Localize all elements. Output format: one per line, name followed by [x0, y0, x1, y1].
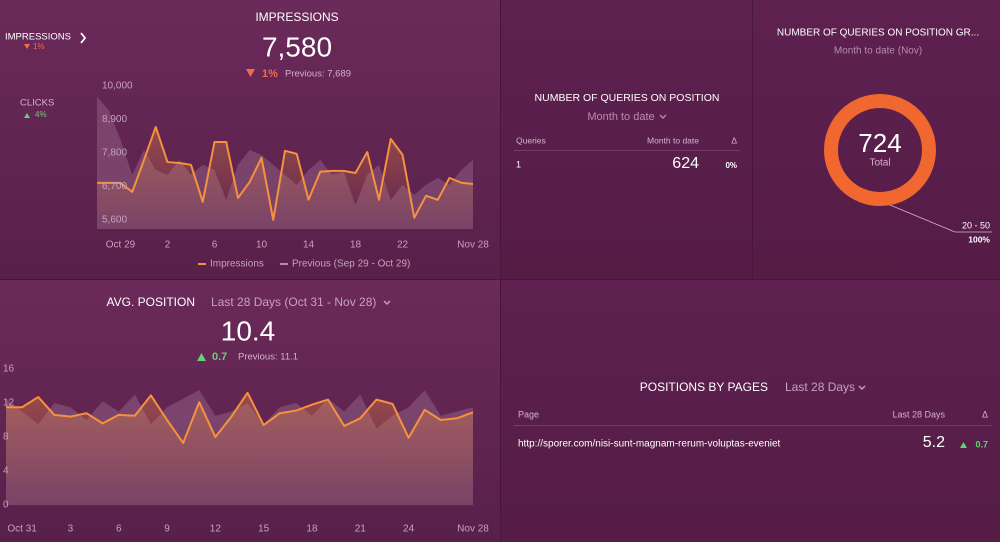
table-header: Queries — [516, 135, 546, 145]
chevron[interactable] — [858, 385, 866, 390]
kpi-previous: Previous: 7,689 — [285, 69, 351, 80]
donut-label: 20 - 50 — [962, 220, 990, 230]
up-arrow — [197, 353, 206, 361]
legend-entry[interactable]: Previous (Sep 29 - Oct 29) — [292, 259, 410, 270]
table-cell[interactable]: http://sporer.com/nisi-sunt-magnam-rerum… — [518, 439, 781, 450]
x-tick-label: 3 — [68, 524, 74, 535]
x-tick-label: 14 — [303, 240, 315, 251]
up-arrow — [960, 442, 967, 448]
table-cell: 624 — [672, 155, 699, 172]
x-tick-label: Nov 28 — [457, 524, 489, 535]
x-tick-label: 22 — [397, 240, 409, 251]
leader-line — [877, 199, 992, 233]
panel — [501, 0, 752, 279]
sidebar-change: 1% — [33, 42, 45, 51]
table-header: Page — [518, 409, 539, 419]
widget-title: AVG. POSITION — [107, 295, 195, 309]
donut-total-label: Total — [869, 158, 890, 169]
table-cell: 1 — [516, 159, 521, 169]
x-tick-label: 21 — [355, 524, 367, 535]
table-cell: 0% — [725, 161, 737, 170]
widget-subtitle[interactable]: Last 28 Days — [785, 380, 855, 394]
kpi-change: 1% — [262, 68, 278, 80]
y-tick-label: 16 — [3, 364, 15, 375]
x-tick-label: Oct 29 — [106, 240, 136, 251]
y-tick-label: 7,800 — [102, 148, 127, 159]
panel — [0, 0, 500, 279]
kpi-previous: Previous: 11.1 — [238, 352, 298, 363]
chevron[interactable] — [383, 300, 391, 305]
x-tick-label: 18 — [350, 240, 362, 251]
x-tick-label: 15 — [258, 524, 270, 535]
kpi-value: 7,580 — [262, 31, 332, 62]
x-tick-label: 10 — [256, 240, 268, 251]
y-tick-label: 6,700 — [102, 181, 127, 192]
x-tick-label: 6 — [212, 240, 218, 251]
down-arrow — [246, 69, 255, 77]
y-tick-label: 5,600 — [102, 215, 127, 226]
table-header: Last 28 Days — [892, 409, 945, 419]
x-tick-label: Oct 31 — [7, 524, 37, 535]
series-line — [6, 391, 474, 444]
panel — [501, 280, 1000, 542]
x-tick-label: 2 — [165, 240, 171, 251]
table-header: Δ — [982, 409, 988, 419]
widget-title: POSITIONS BY PAGES — [640, 380, 768, 394]
widget-title: IMPRESSIONS — [255, 10, 338, 24]
chevron[interactable] — [80, 32, 87, 44]
kpi-change: 0.7 — [212, 351, 227, 363]
widget-title: NUMBER OF QUERIES ON POSITION — [535, 92, 720, 104]
chevron[interactable] — [659, 114, 667, 119]
donut-total: 724 — [858, 128, 901, 158]
y-tick-label: 12 — [3, 398, 15, 409]
legend-entry[interactable]: Impressions — [210, 259, 264, 270]
kpi-value: 10.4 — [221, 315, 276, 346]
y-tick-label: 4 — [3, 466, 9, 477]
x-tick-label: 6 — [116, 524, 122, 535]
x-tick-label: 12 — [210, 524, 222, 535]
donut-value-label: 100% — [968, 234, 990, 244]
panel — [753, 0, 1000, 279]
series-area — [97, 127, 473, 229]
down-arrow — [24, 44, 30, 49]
y-tick-label: 10,000 — [102, 81, 133, 92]
x-tick-label: Nov 28 — [457, 240, 489, 251]
x-tick-label: 9 — [164, 524, 170, 535]
widget-title: NUMBER OF QUERIES ON POSITION GR... — [777, 28, 979, 39]
sidebar-change: 4% — [35, 110, 47, 119]
widget-subtitle[interactable]: Month to date — [587, 111, 654, 123]
series-line — [97, 126, 474, 221]
y-tick-label: 0 — [3, 500, 9, 511]
table-cell: 0.7 — [975, 439, 988, 449]
widget-subtitle[interactable]: Last 28 Days (Oct 31 - Nov 28) — [211, 295, 376, 309]
sidebar-item[interactable]: IMPRESSIONS — [5, 32, 71, 43]
y-tick-label: 8,900 — [102, 114, 127, 125]
table-header: Month to date — [647, 135, 699, 145]
table-cell: 5.2 — [923, 434, 945, 451]
sidebar-item[interactable]: CLICKS — [20, 98, 54, 109]
x-tick-label: 18 — [306, 524, 318, 535]
up-arrow — [24, 113, 30, 118]
donut-segment — [824, 94, 936, 206]
y-tick-label: 8 — [3, 432, 9, 443]
widget-subtitle: Month to date (Nov) — [834, 46, 922, 57]
table-header: Δ — [731, 135, 737, 145]
x-tick-label: 24 — [403, 524, 415, 535]
